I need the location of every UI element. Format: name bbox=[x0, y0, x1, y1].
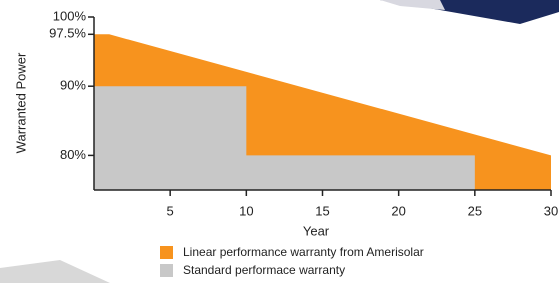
x-axis-label: Year bbox=[303, 223, 330, 238]
x-tick-label: 15 bbox=[315, 203, 329, 218]
y-tick-label: 90% bbox=[60, 78, 86, 93]
legend-label: Linear performance warranty from Ameriso… bbox=[183, 245, 424, 259]
decor-shadow bbox=[0, 260, 110, 283]
y-axis-label: Warranted Power bbox=[13, 52, 28, 153]
y-tick-label: 80% bbox=[60, 147, 86, 162]
y-tick-label: 97.5% bbox=[49, 26, 86, 41]
x-tick-label: 25 bbox=[468, 203, 482, 218]
y-tick-label: 100% bbox=[53, 8, 87, 23]
decor-panel bbox=[380, 0, 559, 24]
x-tick-label: 20 bbox=[391, 203, 405, 218]
legend-label: Standard performace warranty bbox=[183, 263, 345, 277]
page: {"chart_data": {"type": "area", "y_label… bbox=[0, 0, 559, 283]
x-tick-label: 10 bbox=[239, 203, 253, 218]
legend-swatch bbox=[160, 264, 173, 277]
x-tick-label: 5 bbox=[167, 203, 174, 218]
legend-swatch bbox=[160, 246, 173, 259]
x-tick-label: 30 bbox=[544, 203, 558, 218]
chart: Warranted Power Year Additional Value Fr… bbox=[0, 0, 559, 283]
